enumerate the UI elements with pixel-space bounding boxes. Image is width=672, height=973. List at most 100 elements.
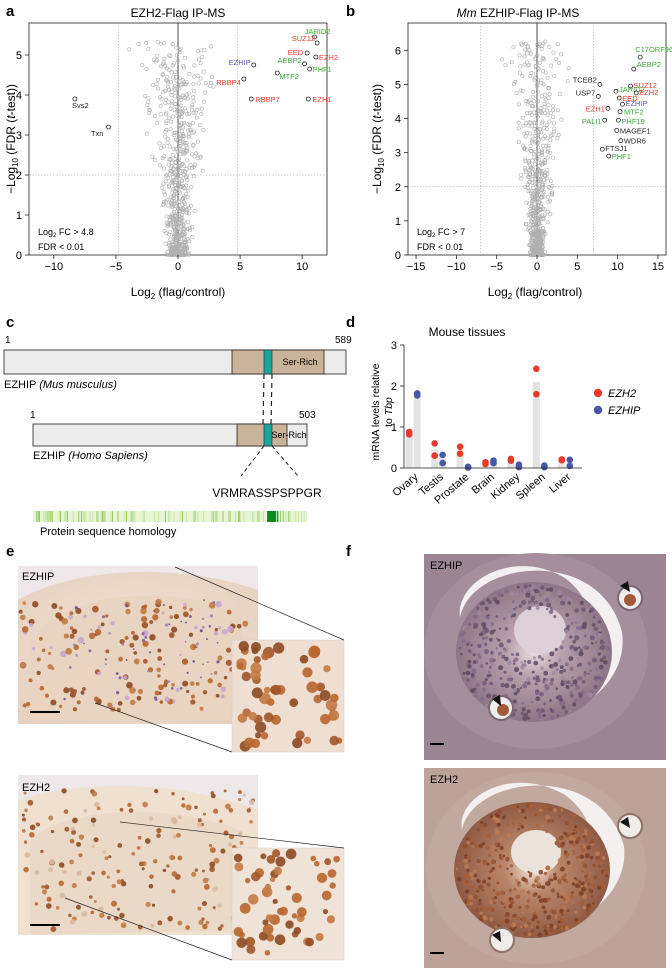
follicle-cell xyxy=(540,657,545,661)
follicle-cell xyxy=(535,605,540,610)
follicle-cell xyxy=(543,929,547,933)
follicle-cell xyxy=(497,884,501,889)
follicle-cell xyxy=(463,625,467,629)
follicle-cell xyxy=(526,899,531,903)
stained-nucleus xyxy=(308,645,321,658)
arrowhead-icon xyxy=(620,817,630,828)
stained-nucleus xyxy=(63,697,66,701)
stained-nucleus xyxy=(266,933,275,942)
follicle-cell xyxy=(598,628,602,632)
follicle-cell xyxy=(546,897,551,902)
stained-nucleus xyxy=(149,619,154,625)
follicle-cell xyxy=(472,905,476,910)
stained-nucleus xyxy=(142,801,148,808)
mouse-ser-rich-label: Ser-Rich xyxy=(282,357,317,367)
background-point xyxy=(539,110,544,115)
stained-nucleus xyxy=(126,681,133,689)
follicle-cell xyxy=(476,677,480,682)
follicle-cell xyxy=(551,606,556,611)
follicle-cell xyxy=(545,607,549,611)
follicle-cell xyxy=(522,931,527,936)
stained-nucleus xyxy=(263,686,271,694)
panel-c: c 1 589 Ser-Rich EZHIP (Mus musculus) 1 … xyxy=(3,314,352,538)
follicle-cell xyxy=(561,927,565,931)
stained-nucleus xyxy=(245,877,251,884)
follicle-cell xyxy=(532,892,537,898)
stained-nucleus xyxy=(322,908,329,915)
follicle-cell xyxy=(595,855,600,860)
follicle-cell xyxy=(578,900,584,907)
background-point xyxy=(522,54,527,59)
background-point xyxy=(188,228,193,233)
follicle-cell xyxy=(543,924,548,930)
background-point xyxy=(538,106,543,111)
follicle-cell xyxy=(543,910,547,914)
background-point xyxy=(181,223,186,228)
follicle-cell xyxy=(509,591,515,597)
stained-nucleus xyxy=(291,913,298,919)
protein-label-rbbp4: RBBP4 xyxy=(216,78,241,87)
follicle-cell xyxy=(572,878,576,883)
stained-nucleus xyxy=(195,646,198,649)
background-point xyxy=(164,214,169,219)
stained-nucleus xyxy=(50,699,57,706)
background-point xyxy=(210,75,215,80)
background-point xyxy=(522,166,527,171)
follicle-cell xyxy=(593,875,598,880)
background-point xyxy=(191,95,196,100)
background-point xyxy=(546,86,551,91)
stained-nucleus xyxy=(197,818,202,823)
homology-label: Protein sequence homology xyxy=(40,526,177,538)
background-point xyxy=(536,151,541,156)
background-point xyxy=(168,106,173,111)
stained-nucleus xyxy=(68,614,74,620)
background-point xyxy=(169,168,174,173)
follicle-cell xyxy=(599,646,602,650)
stained-nucleus xyxy=(167,915,173,922)
stained-nucleus xyxy=(217,903,222,908)
zoom-line-e-bottom-1 xyxy=(119,821,345,849)
follicle-cell xyxy=(509,675,513,679)
stained-nucleus xyxy=(78,834,85,840)
stained-nucleus xyxy=(213,631,219,636)
background-point xyxy=(202,99,207,104)
follicle-cell xyxy=(557,590,562,596)
follicle-cell xyxy=(521,707,526,712)
protein-point-magef1 xyxy=(614,128,620,133)
stained-nucleus xyxy=(303,736,312,744)
stained-nucleus xyxy=(132,648,135,650)
background-point xyxy=(168,237,173,242)
background-point xyxy=(541,229,546,234)
background-point xyxy=(537,250,542,255)
stained-nucleus xyxy=(94,628,102,636)
follicle-cell xyxy=(588,871,592,875)
background-point xyxy=(527,131,532,136)
follicle-cell xyxy=(568,835,574,841)
background-point xyxy=(550,104,555,109)
stained-nucleus xyxy=(221,628,228,635)
background-point xyxy=(555,42,560,47)
background-point xyxy=(181,65,186,70)
stained-nucleus xyxy=(306,681,318,693)
background-point xyxy=(186,188,191,193)
follicle-cell xyxy=(474,694,478,698)
stained-nucleus xyxy=(205,920,210,925)
follicle-cell xyxy=(578,694,583,699)
follicle-cell xyxy=(556,895,560,898)
follicle-cell xyxy=(512,659,516,663)
stained-nucleus xyxy=(72,643,76,647)
follicle-cell xyxy=(571,831,576,835)
follicle-cell xyxy=(488,620,492,624)
legend-label-ezh2: EZH2 xyxy=(608,388,636,400)
follicle-cell xyxy=(515,894,521,900)
follicle-cell xyxy=(498,853,502,857)
background-point xyxy=(166,162,171,167)
background-point xyxy=(542,104,547,109)
follicle-cell xyxy=(521,916,527,922)
follicle-cell xyxy=(486,833,492,839)
follicle-cell xyxy=(562,855,567,859)
follicle-cell xyxy=(574,608,579,613)
background-point xyxy=(164,121,169,126)
follicle-cell xyxy=(488,673,492,677)
stained-nucleus xyxy=(226,609,232,615)
